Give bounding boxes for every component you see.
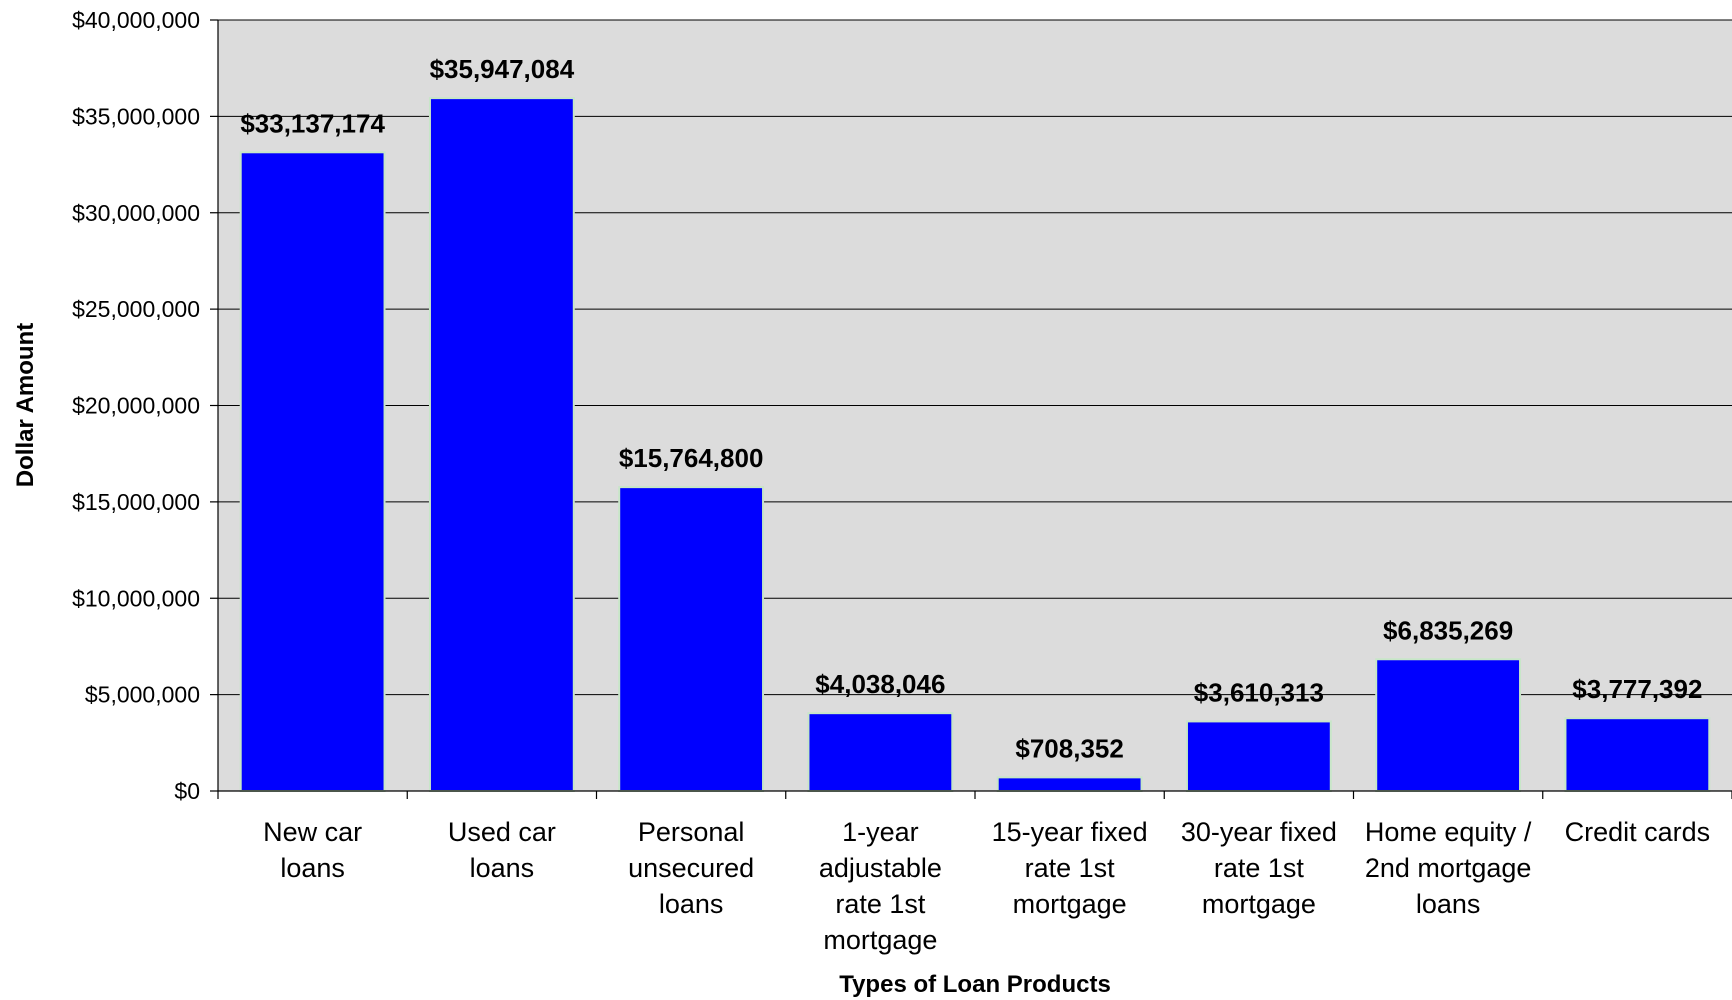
y-tick-labels: $0 $5,000,000 $10,000,000 $15,000,000 $20,00… xyxy=(72,7,200,804)
data-label: $15,764,800 xyxy=(619,443,764,473)
x-category-label-line: loans xyxy=(1416,889,1481,919)
x-category-label-line: 1-year xyxy=(842,817,919,847)
y-tick-label: $35,000,000 xyxy=(72,103,200,129)
x-axis-title: Types of Loan Products xyxy=(839,971,1111,998)
y-tick-label: $20,000,000 xyxy=(72,393,200,419)
x-category-label-line: mortgage xyxy=(1013,889,1127,919)
x-category-label-line: New car xyxy=(263,817,362,847)
y-tick-label: $0 xyxy=(174,778,200,804)
y-axis-title: Dollar Amount xyxy=(12,323,39,487)
x-category-label-line: mortgage xyxy=(823,925,937,955)
data-label: $35,947,084 xyxy=(430,54,575,84)
x-category-label-line: Credit cards xyxy=(1565,817,1711,847)
x-category-label-line: loans xyxy=(470,853,535,883)
x-category-label: Credit cards xyxy=(1565,817,1711,847)
x-category-label-line: rate 1st xyxy=(1214,853,1305,883)
bar xyxy=(618,486,765,792)
data-label: $3,610,313 xyxy=(1194,677,1324,707)
x-category-label-line: 30-year fixed xyxy=(1181,817,1337,847)
bar xyxy=(239,151,386,793)
y-tick-label: $40,000,000 xyxy=(72,7,200,33)
x-category-label: 1-year adjustable rate 1st mortgage xyxy=(819,817,942,955)
x-category-label: Home equity / 2nd mortgage loans xyxy=(1365,817,1532,919)
data-label: $3,777,392 xyxy=(1572,674,1702,704)
x-category-label-line: 15-year fixed xyxy=(992,817,1148,847)
y-tick-label: $5,000,000 xyxy=(85,682,200,708)
x-category-label: 15-year fixed rate 1st mortgage xyxy=(992,817,1148,919)
x-category-label-line: rate 1st xyxy=(1025,853,1116,883)
x-category-label-line: 2nd mortgage xyxy=(1365,853,1532,883)
bar xyxy=(807,712,954,793)
x-category-label-line: loans xyxy=(659,889,724,919)
y-tick-label: $10,000,000 xyxy=(72,585,200,611)
x-category-label-line: Personal xyxy=(638,817,745,847)
data-label: $33,137,174 xyxy=(240,108,385,138)
bar xyxy=(1375,658,1522,792)
x-category-label-line: Home equity / xyxy=(1365,817,1532,847)
data-label: $6,835,269 xyxy=(1383,615,1513,645)
y-tick-label: $15,000,000 xyxy=(72,489,200,515)
data-labels: $33,137,174 $35,947,084 $15,764,800 $4,038,… xyxy=(240,54,1702,763)
x-category-label-line: adjustable xyxy=(819,853,942,883)
x-category-label-line: unsecured xyxy=(628,853,754,883)
bar xyxy=(996,776,1143,792)
data-label: $4,038,046 xyxy=(815,669,945,699)
x-category-label: New car loans xyxy=(263,817,362,883)
bar xyxy=(1564,717,1711,793)
y-tick-label: $30,000,000 xyxy=(72,200,200,226)
x-category-label-line: mortgage xyxy=(1202,889,1316,919)
x-category-label-line: loans xyxy=(280,853,345,883)
x-category-label: Used car loans xyxy=(448,817,556,883)
x-category-label-line: rate 1st xyxy=(835,889,926,919)
x-category-label: Personal unsecured loans xyxy=(628,817,754,919)
bar xyxy=(428,97,575,793)
axes xyxy=(210,19,1732,799)
x-category-label-line: Used car xyxy=(448,817,556,847)
x-category-labels: New car loans Used car loans Personal unsecur… xyxy=(263,817,1710,955)
x-category-label: 30-year fixed rate 1st mortgage xyxy=(1181,817,1337,919)
y-tick-label: $25,000,000 xyxy=(72,296,200,322)
data-label: $708,352 xyxy=(1015,733,1123,763)
bar xyxy=(1185,720,1332,792)
bars xyxy=(239,97,1711,793)
